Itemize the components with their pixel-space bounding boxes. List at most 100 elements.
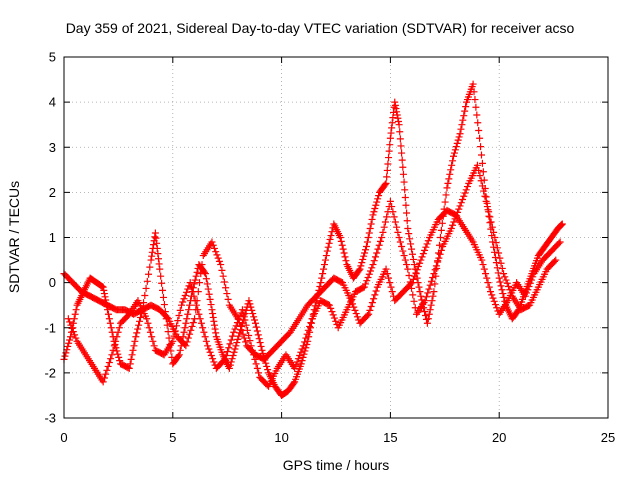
data-point xyxy=(409,291,417,299)
data-point xyxy=(481,192,489,200)
data-point xyxy=(150,241,158,249)
data-point xyxy=(298,357,306,365)
data-point xyxy=(175,312,183,320)
data-point xyxy=(502,276,510,284)
data-point xyxy=(126,360,134,368)
data-point xyxy=(337,237,345,245)
data-point xyxy=(455,205,463,213)
data-point xyxy=(497,282,505,290)
data-point xyxy=(302,334,310,342)
data-point xyxy=(412,269,420,277)
data-point xyxy=(421,246,429,254)
data-point xyxy=(108,351,116,359)
data-point xyxy=(104,362,112,370)
data-point xyxy=(489,238,497,246)
data-point xyxy=(386,134,394,142)
data-point xyxy=(347,297,355,305)
data-point xyxy=(183,315,191,323)
data-point xyxy=(220,278,228,286)
data-point xyxy=(205,345,213,353)
data-point xyxy=(369,211,377,219)
data-point xyxy=(71,331,79,339)
data-point xyxy=(197,319,205,327)
data-point xyxy=(209,310,217,318)
data-point xyxy=(242,321,250,329)
data-point xyxy=(187,283,195,291)
data-point xyxy=(381,218,389,226)
data-point xyxy=(325,239,333,247)
data-point xyxy=(483,274,491,282)
data-point xyxy=(109,346,117,354)
data-point xyxy=(374,245,382,253)
data-point xyxy=(478,182,486,190)
data-point xyxy=(69,328,77,336)
data-point xyxy=(393,223,401,231)
data-point xyxy=(320,265,328,273)
data-point xyxy=(398,149,406,157)
data-point xyxy=(450,149,458,157)
data-point xyxy=(480,187,488,195)
data-points xyxy=(60,80,566,399)
data-point xyxy=(112,337,120,345)
data-point xyxy=(99,378,107,386)
data-point xyxy=(245,297,253,305)
data-point xyxy=(495,274,503,282)
data-point xyxy=(470,88,478,96)
data-point xyxy=(379,228,387,236)
data-point xyxy=(406,235,414,243)
data-point xyxy=(406,278,414,286)
data-point xyxy=(329,311,337,319)
data-point xyxy=(107,324,115,332)
data-point xyxy=(386,141,394,149)
data-point xyxy=(479,168,487,176)
data-point xyxy=(374,195,382,203)
data-point xyxy=(396,238,404,246)
data-point xyxy=(173,322,181,330)
data-point xyxy=(71,310,79,318)
data-point xyxy=(176,346,184,354)
data-point xyxy=(64,315,72,323)
data-point xyxy=(239,330,247,338)
data-point xyxy=(418,253,426,261)
data-point xyxy=(253,327,261,335)
data-point xyxy=(191,297,199,305)
data-point xyxy=(228,355,236,363)
data-point xyxy=(342,257,350,265)
data-point xyxy=(246,300,254,308)
data-point xyxy=(206,295,214,303)
data-point xyxy=(145,270,153,278)
data-point xyxy=(496,254,504,262)
data-point xyxy=(190,292,198,300)
data-point xyxy=(401,186,409,194)
data-point xyxy=(390,213,398,221)
data-point xyxy=(203,280,211,288)
data-point xyxy=(451,215,459,223)
data-point xyxy=(399,163,407,171)
data-point xyxy=(475,166,483,174)
y-tick-label: 0 xyxy=(49,275,56,290)
data-point xyxy=(211,325,219,333)
data-point xyxy=(427,277,435,285)
data-point xyxy=(141,292,149,300)
data-point xyxy=(427,301,435,309)
data-point xyxy=(128,351,136,359)
data-point xyxy=(393,111,401,119)
data-point xyxy=(143,277,151,285)
data-point xyxy=(147,256,155,264)
data-point xyxy=(401,256,409,264)
data-point xyxy=(367,220,375,228)
data-point xyxy=(102,370,110,378)
data-point xyxy=(134,325,142,333)
x-tick-label: 25 xyxy=(601,430,615,445)
data-point xyxy=(496,278,504,286)
data-point xyxy=(182,288,190,296)
data-point xyxy=(399,247,407,255)
data-point xyxy=(179,298,187,306)
data-point xyxy=(231,345,239,353)
data-point xyxy=(65,339,73,347)
data-point xyxy=(200,328,208,336)
data-point xyxy=(401,194,409,202)
data-point xyxy=(436,250,444,258)
data-point xyxy=(206,348,214,356)
data-point xyxy=(380,223,388,231)
